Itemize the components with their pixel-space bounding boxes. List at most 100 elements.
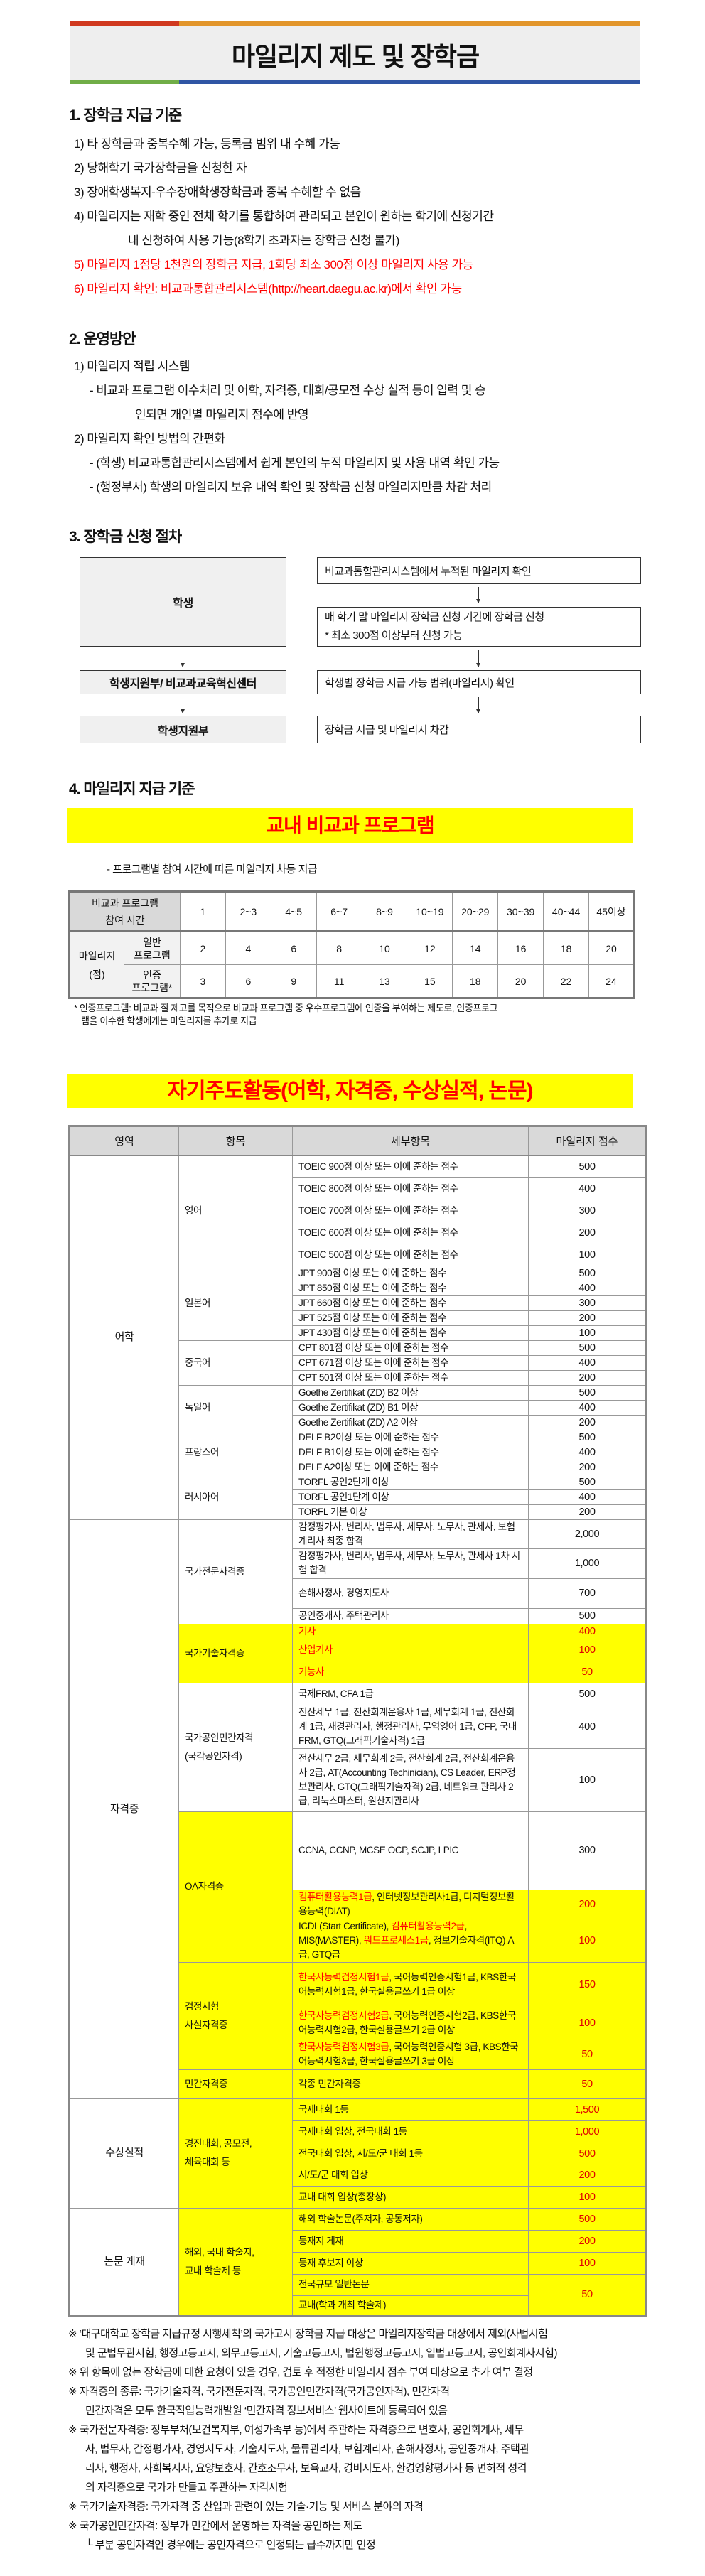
detail-cell: 전산세무 1급, 전산회계운용사 1급, 세무회계 1급, 전산회계 1급, 재… (292, 1704, 529, 1749)
hours-label: 참여 시간 (105, 914, 145, 926)
detail-cell: CPT 801점 이상 또는 이에 준하는 점수 (292, 1340, 529, 1356)
detail-text: CPT 671점 이상 또는 이에 준하는 점수 (298, 1357, 449, 1368)
table-row: 전산세무 1급, 전산회계운용사 1급, 세무회계 1급, 전산회계 1급, 재… (70, 1704, 647, 1749)
mileage-value: 18 (452, 964, 499, 998)
detail-text: , MIS(MASTER), (298, 1920, 467, 1946)
section2-heading: 2. 운영방안 (69, 331, 136, 347)
detail-text: 한국사능력검정시험3급 (298, 2041, 389, 2052)
detail-text: TORFL 기본 이상 (298, 1506, 367, 1517)
criteria-item: 2) 당해학기 국가장학금을 신청한 자 (74, 161, 247, 175)
score-cell: 500 (528, 1265, 647, 1281)
detail-text: 시/도/군 대회 입상 (298, 2170, 368, 2180)
detail-cell: 시/도/군 대회 입상 (292, 2164, 529, 2187)
detail-text: TORFL 공인2단계 이상 (298, 1476, 389, 1487)
score-cell: 300 (528, 1199, 647, 1222)
detail-cell: 한국사능력검정시험3급, 국어능력인증시험 3급, KBS한국어능력시험3급, … (292, 2038, 529, 2070)
detail-text: CPT 501점 이상 또는 이에 준하는 점수 (298, 1371, 449, 1383)
detail-text: ICDL(Start Certificate), (298, 1920, 392, 1931)
detail-text: CPT 801점 이상 또는 이에 준하는 점수 (298, 1342, 449, 1353)
table-row: CPT 501점 이상 또는 이에 준하는 점수 200 (70, 1369, 647, 1386)
mileage-value: 20 (588, 931, 635, 965)
hours-cell: 45이상 (588, 891, 635, 932)
criteria-item: 5) 마일리지 1점당 1천원의 장학금 지급, 1회당 최소 300점 이상 … (74, 258, 473, 271)
detail-cell: JPT 900점 이상 또는 이에 준하는 점수 (292, 1265, 529, 1281)
score-cell: 700 (528, 1578, 647, 1609)
table-row: 전국대회 입상, 시/도/군 대회 1등 500 (70, 2142, 647, 2165)
table-row: 국제대회 입상, 전국대회 1등 1,000 (70, 2120, 647, 2143)
table-row: TOEIC 600점 이상 또는 이에 준하는 점수 200 (70, 1221, 647, 1244)
score-cell: 200 (528, 1889, 647, 1919)
detail-text: 등재 후보지 이상 (298, 2257, 363, 2268)
score-cell: 150 (528, 1961, 647, 2008)
table-row: TORFL 기본 이상 200 (70, 1504, 647, 1520)
detail-text: 전국대회 입상, 시/도/군 대회 1등 (298, 2147, 423, 2159)
item-cell: 국가기술자격증 (178, 1623, 293, 1683)
mileage-value: 10 (361, 931, 408, 965)
flow-step-check-mileage: 비교과통합관리시스템에서 누적된 마일리지 확인 (317, 557, 641, 584)
table-row: JPT 850점 이상 또는 이에 준하는 점수 400 (70, 1280, 647, 1296)
detail-cell: 전국규모 일반논문 (292, 2273, 529, 2296)
score-cell: 100 (528, 1325, 647, 1341)
detail-cell: 감정평가사, 변리사, 법무사, 세무사, 노무사, 관세사, 보험계리사 최종… (292, 1519, 529, 1549)
detail-cell: DELF A2이상 또는 이에 준하는 점수 (292, 1459, 529, 1475)
score-cell: 1,000 (528, 1548, 647, 1579)
score-cell: 200 (528, 1459, 647, 1475)
mileage-value: 6 (225, 964, 271, 998)
detail-text: JPT 660점 이상 또는 이에 준하는 점수 (298, 1297, 447, 1308)
arrow-down-icon (476, 587, 480, 603)
score-cell: 200 (528, 2164, 647, 2187)
operation-line: - (행정부서) 학생의 마일리지 보유 내역 확인 및 장학금 신청 마일리지… (90, 480, 492, 494)
item-cell: 일본어 (178, 1265, 293, 1341)
mileage-value: 12 (407, 931, 453, 965)
table-row: TOEIC 700점 이상 또는 이에 준하는 점수 300 (70, 1199, 647, 1222)
detail-cell: JPT 660점 이상 또는 이에 준하는 점수 (292, 1295, 529, 1311)
detail-cell: DELF B1이상 또는 이에 준하는 점수 (292, 1444, 529, 1460)
section1-heading: 1. 장학금 지급 기준 (69, 107, 182, 124)
hours-label-cell: 비교과 프로그램 참여 시간 (69, 891, 181, 932)
detail-text: 한국사능력검정시험2급 (298, 2010, 389, 2021)
note-line: ※ ‘대구대학교 장학금 지급규정 시행세칙’의 국가고시 장학금 지급 대상은… (68, 2327, 548, 2340)
title-banner: 마일리지 제도 및 장학금 (70, 21, 640, 84)
accent-bar-green (70, 80, 179, 84)
table-row: 민간자격증 각종 민간자격증 50 (70, 2069, 647, 2099)
table-row: 공인중개사, 주택관리사 500 (70, 1607, 647, 1624)
detail-text: JPT 850점 이상 또는 이에 준하는 점수 (298, 1282, 447, 1293)
detail-cell: CCNA, CCNP, MCSE OCP, SCJP, LPIC (292, 1811, 529, 1890)
accent-bar-red (70, 21, 179, 26)
program-mileage-table: 비교과 프로그램 참여 시간 1 2~3 4~5 6~7 8~9 10~19 20~29 30~3… (68, 890, 635, 999)
detail-cell: 국제대회 1등 (292, 2098, 529, 2121)
column-header: 세부항목 (292, 1126, 529, 1156)
detail-text: TOEIC 700점 이상 또는 이에 준하는 점수 (298, 1205, 458, 1216)
detail-text: JPT 525점 이상 또는 이에 준하는 점수 (298, 1312, 447, 1323)
score-cell: 50 (528, 2038, 647, 2070)
table-row: 감정평가사, 변리사, 법무사, 세무사, 노무사, 관세사 1차 시험 합격 1… (70, 1548, 647, 1579)
detail-text: 공인중개사, 주택관리사 (298, 1610, 389, 1621)
detail-text: , 국어능력인증시험 3급, KBS한국어능력시험3급, 한국실용글쓰기 3급 … (298, 2041, 519, 2066)
score-cell: 500 (528, 1429, 647, 1445)
mileage-criteria-content: 비교과 프로그램 참여 시간 1 2~3 4~5 6~7 8~9 10~19 20~29 30~3… (67, 890, 647, 2576)
table-row: JPT 430점 이상 또는 이에 준하는 점수 100 (70, 1325, 647, 1341)
score-cell: 400 (528, 1280, 647, 1296)
score-cell: 50 (528, 2069, 647, 2099)
detail-cell: TOEIC 700점 이상 또는 이에 준하는 점수 (292, 1199, 529, 1222)
detail-cell: TORFL 기본 이상 (292, 1504, 529, 1520)
detail-text: DELF A2이상 또는 이에 준하는 점수 (298, 1461, 438, 1472)
self-activity-banner: 자기주도활동(어학, 자격증, 수상실적, 논문) (67, 1074, 633, 1108)
score-cell: 100 (528, 1747, 647, 1812)
detail-text: 손해사정사, 경영지도사 (298, 1588, 389, 1598)
mileage-label-cell: 마일리지 (점) (69, 931, 124, 998)
mileage-value: 8 (316, 931, 362, 965)
detail-text: Goethe Zertifikat (ZD) B2 이상 (298, 1386, 419, 1398)
arrow-down-icon (476, 650, 480, 667)
item-cell: 중국어 (178, 1340, 293, 1386)
detail-cell: 등재 후보지 이상 (292, 2251, 529, 2275)
item-cell: 국가공인민간자격 (국각공인자격) (178, 1682, 293, 1812)
score-cell: 400 (528, 1444, 647, 1460)
note-line: ※ 국가기술자격증: 국가자격 중 산업과 관련이 있는 기술·기능 및 서비스… (68, 2500, 424, 2513)
flow-step-apply-note: * 최소 300점 이상부터 신청 가능 (325, 630, 463, 642)
score-cell: 1,500 (528, 2098, 647, 2121)
score-cell: 500 (528, 2207, 647, 2231)
table-row: 시/도/군 대회 입상 200 (70, 2164, 647, 2187)
program-type-cell: 인증 프로그램* (124, 964, 181, 998)
section4-heading: 4. 마일리지 지급 기준 (69, 781, 195, 797)
